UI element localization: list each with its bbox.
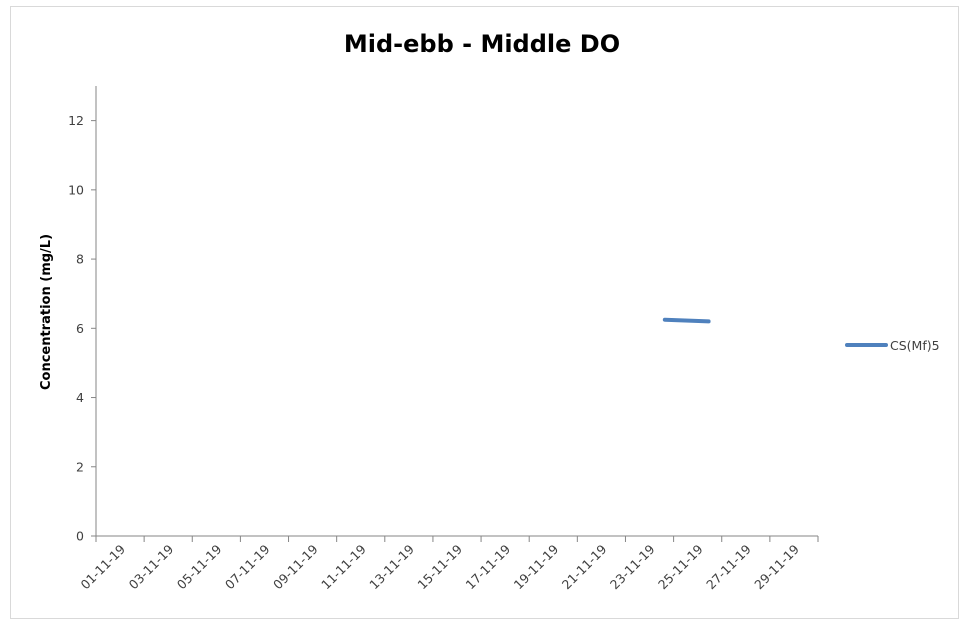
y-axis-label: Concentration (mg/L)	[39, 234, 54, 390]
y-tick-label: 10	[68, 182, 84, 197]
y-tick-label: 12	[68, 113, 84, 128]
y-tick-label: 8	[76, 252, 84, 267]
legend: CS(Mf)5	[845, 338, 940, 353]
y-axis: 0 2 4 6 8 10 12	[68, 86, 97, 544]
plot-series	[662, 317, 711, 324]
y-tick-label: 6	[76, 321, 84, 336]
y-tick-label: 0	[76, 529, 84, 544]
chart-area-border	[10, 6, 959, 619]
series-line	[662, 317, 711, 324]
y-tick-label: 4	[76, 390, 84, 405]
legend-label: CS(Mf)5	[890, 338, 940, 353]
y-tick-label: 2	[76, 459, 84, 474]
chart-title: Mid-ebb - Middle DO	[344, 30, 620, 58]
